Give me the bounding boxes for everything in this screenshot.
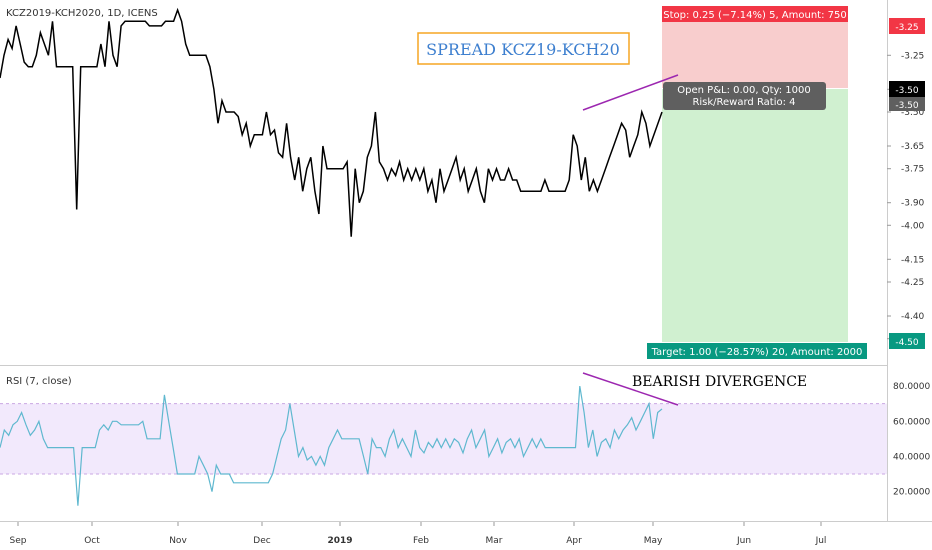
price-tick-label: -3.25 xyxy=(901,51,924,61)
time-tick-label: Jun xyxy=(736,536,751,546)
rsi-axis-ticks: 20.0000 40.0000 60.0000 80.0000 xyxy=(893,382,930,498)
time-tick-label: Mar xyxy=(486,536,503,546)
rsi-tick-label: 20.0000 xyxy=(893,488,930,498)
time-tick-label: Feb xyxy=(413,536,429,546)
time-tick-label: Jul xyxy=(815,536,827,546)
target-price-tag-text: -4.50 xyxy=(895,338,919,348)
entry-price-tag xyxy=(889,97,925,111)
bearish-divergence-label: BEARISH DIVERGENCE xyxy=(632,374,807,390)
time-tick-label: Nov xyxy=(169,536,187,546)
entry-price-tag-text: -3.50 xyxy=(895,101,919,111)
stop-label: Stop: 0.25 (−7.14%) 5, Amount: 750 xyxy=(663,10,847,21)
rsi-tick-label: 40.0000 xyxy=(893,452,930,462)
spread-title: SPREAD KCZ19-KCH20 xyxy=(426,40,620,59)
time-tick-label: Oct xyxy=(84,536,100,546)
price-trendline[interactable] xyxy=(582,74,679,111)
target-price-tag xyxy=(889,333,925,349)
risk-reward-label: Risk/Reward Ratio: 4 xyxy=(692,97,795,108)
stop-price-tag-text: -3.25 xyxy=(895,23,918,33)
price-tick-label: -4.40 xyxy=(901,312,925,322)
symbol-label: KCZ2019-KCH2020, 1D, ICENS xyxy=(6,8,158,19)
open-pnl-label: Open P&L: 0.00, Qty: 1000 xyxy=(677,85,810,96)
stop-label-bg xyxy=(662,6,848,22)
open-pnl-box xyxy=(663,82,826,110)
time-tick-label: Sep xyxy=(10,536,27,546)
target-label: Target: 1.00 (−28.57%) 20, Amount: 2000 xyxy=(651,347,863,358)
target-label-bg xyxy=(647,343,867,359)
price-tick-label: -4.15 xyxy=(901,255,924,265)
rsi-tick-label: 60.0000 xyxy=(893,417,930,427)
price-tick-label: -4.00 xyxy=(901,221,925,231)
price-tick-label: -3.90 xyxy=(901,199,925,209)
stop-price-tag xyxy=(889,18,925,34)
time-tick-label: May xyxy=(644,536,663,546)
spread-title-box[interactable] xyxy=(417,32,630,65)
target-zone[interactable] xyxy=(662,89,848,342)
price-tick-label: -3.65 xyxy=(901,142,924,152)
rsi-band xyxy=(0,403,887,475)
rsi-trendline[interactable] xyxy=(582,372,679,406)
price-tick-label: -3.75 xyxy=(901,165,924,175)
price-tick-label: -3.50 xyxy=(901,108,925,118)
rsi-series-line xyxy=(0,386,663,506)
price-tick-label: -4.25 xyxy=(901,278,924,288)
time-axis-ticks: Sep Oct Nov Dec 2019 Feb Mar Apr May Jun Jul xyxy=(10,522,827,546)
rsi-label: RSI (7, close) xyxy=(6,376,72,387)
time-tick-label: Apr xyxy=(566,536,582,546)
time-tick-label: Dec xyxy=(253,536,270,546)
price-series-line xyxy=(0,7,663,237)
last-price-tag xyxy=(889,81,925,97)
time-tick-label: 2019 xyxy=(327,536,352,546)
last-price-tag-text: -3.50 xyxy=(895,86,919,96)
rsi-tick-label: 80.0000 xyxy=(893,382,930,392)
